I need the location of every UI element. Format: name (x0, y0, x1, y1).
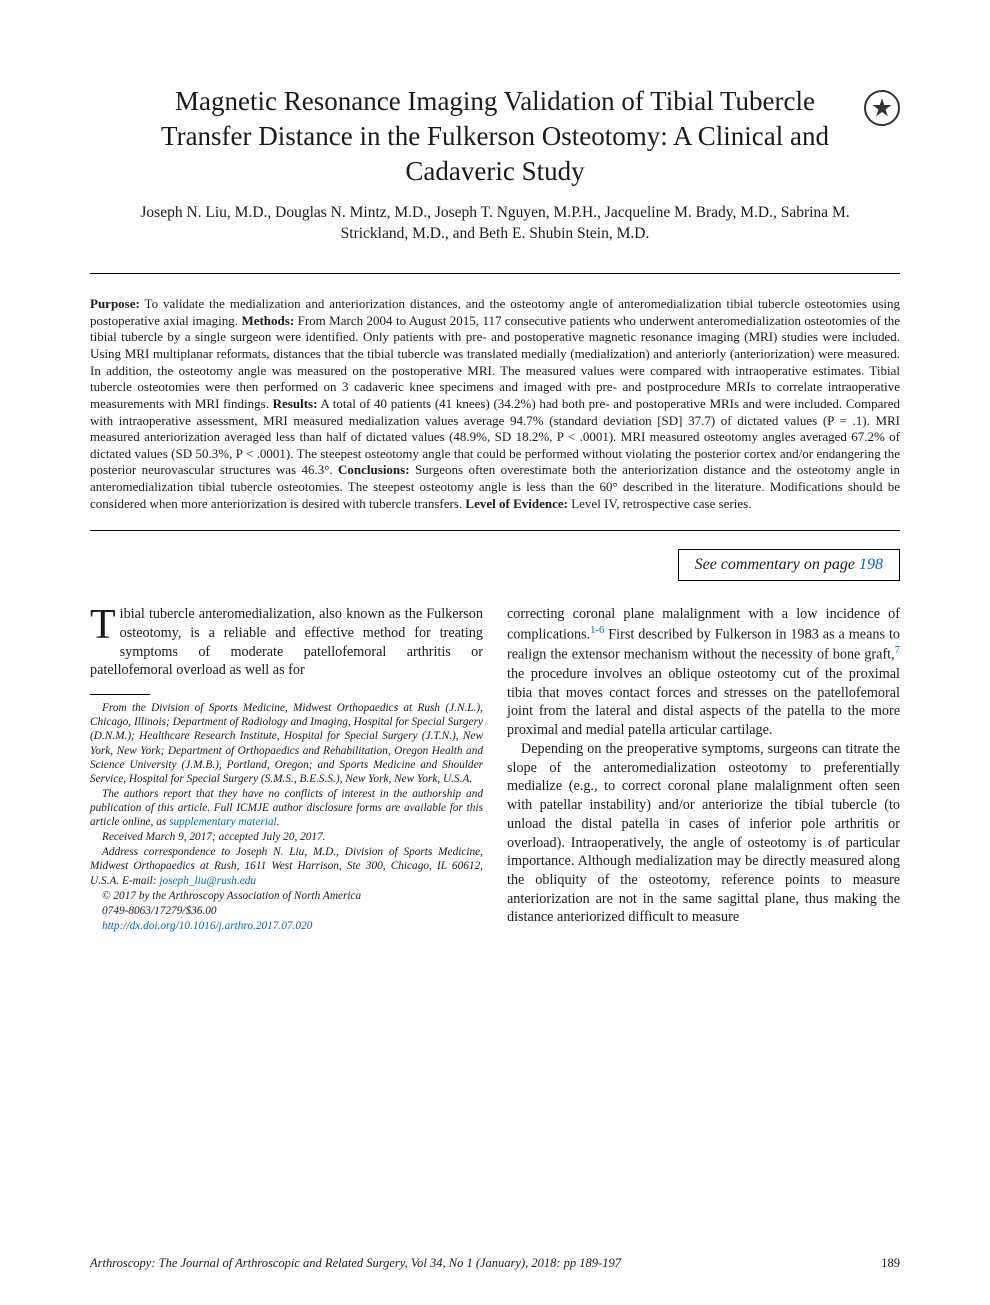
methods-label: Methods: (241, 313, 294, 328)
author-list: Joseph N. Liu, M.D., Douglas N. Mintz, M… (110, 203, 880, 245)
issn: 0749-8063/17279/$36.00 (90, 904, 483, 918)
commentary-prefix: See commentary on page (695, 556, 859, 573)
supplementary-material-link[interactable]: supplementary material (169, 816, 277, 828)
commentary-wrap: See commentary on page 198 (90, 531, 900, 605)
cite-1-6[interactable]: 1-6 (590, 625, 604, 636)
doi: http://dx.doi.org/10.1016/j.arthro.2017.… (90, 919, 483, 933)
commentary-box: See commentary on page 198 (678, 549, 900, 581)
right-p1-c: the procedure involves an oblique osteot… (507, 666, 900, 738)
loe-text: Level IV, retrospective case series. (568, 496, 752, 511)
footnote-separator (90, 694, 150, 695)
right-p1: correcting coronal plane malalignment wi… (507, 605, 900, 740)
cite-7[interactable]: 7 (895, 645, 900, 656)
results-label: Results: (273, 396, 318, 411)
conclusions-label: Conclusions: (338, 462, 410, 477)
footnotes: From the Division of Sports Medicine, Mi… (90, 701, 483, 933)
intro-text: ibial tubercle anteromedialization, also… (90, 606, 483, 678)
purpose-label: Purpose: (90, 296, 140, 311)
affiliations: From the Division of Sports Medicine, Mi… (90, 701, 483, 786)
commentary-page-link[interactable]: 198 (859, 556, 883, 573)
page-number: 189 (881, 1256, 900, 1271)
article-title: Magnetic Resonance Imaging Validation of… (130, 84, 860, 189)
coi-statement: The authors report that they have no con… (90, 787, 483, 829)
crossmark-icon[interactable] (864, 90, 900, 126)
journal-citation: Arthroscopy: The Journal of Arthroscopic… (90, 1256, 621, 1271)
copyright: © 2017 by the Arthroscopy Association of… (90, 889, 483, 903)
left-column: Tibial tubercle anteromedialization, als… (90, 605, 483, 934)
body-columns: Tibial tubercle anteromedialization, als… (90, 605, 900, 934)
abstract: Purpose: To validate the medialization a… (90, 296, 900, 512)
corr-text: Address correspondence to Joseph N. Liu,… (90, 846, 483, 886)
rule-top (90, 273, 900, 274)
dropcap: T (90, 605, 120, 644)
right-column: correcting coronal plane malalignment wi… (507, 605, 900, 934)
page-footer: Arthroscopy: The Journal of Arthroscopic… (90, 1256, 900, 1271)
doi-link[interactable]: http://dx.doi.org/10.1016/j.arthro.2017.… (102, 920, 312, 932)
coi-text-b: . (277, 816, 280, 828)
correspondence: Address correspondence to Joseph N. Liu,… (90, 845, 483, 887)
coi-text-a: The authors report that they have no con… (90, 788, 483, 828)
dates: Received March 9, 2017; accepted July 20… (90, 830, 483, 844)
corr-email-link[interactable]: joseph_liu@rush.edu (159, 875, 256, 887)
intro-paragraph: Tibial tubercle anteromedialization, als… (90, 605, 483, 680)
loe-label: Level of Evidence: (465, 496, 568, 511)
right-p2: Depending on the preoperative symptoms, … (507, 740, 900, 927)
